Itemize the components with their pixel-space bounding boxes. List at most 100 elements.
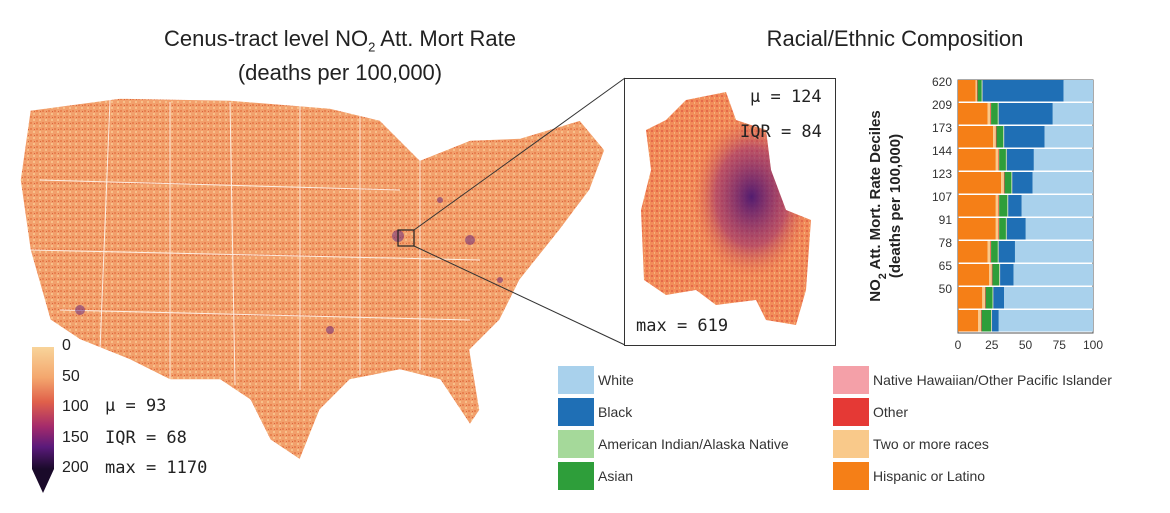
map-stat-mu: μ = 93 bbox=[105, 396, 167, 416]
inset-stat-max: max = 619 bbox=[636, 316, 729, 336]
bar-segment bbox=[958, 103, 988, 125]
bar-segment bbox=[989, 264, 992, 286]
bar-segment bbox=[998, 195, 1000, 217]
bar-segment bbox=[998, 103, 1053, 125]
bar-segment bbox=[1052, 103, 1093, 125]
legend-label: Black bbox=[598, 404, 633, 420]
bar-segment bbox=[1003, 126, 1004, 148]
bar-segment bbox=[991, 103, 998, 125]
bar-segment bbox=[958, 241, 988, 263]
map-subtitle: (deaths per 100,000) bbox=[237, 60, 443, 86]
bar-segment bbox=[992, 310, 999, 332]
map-stat-max: max = 1170 bbox=[105, 458, 208, 478]
bar-segment bbox=[1044, 126, 1093, 148]
bar-segment bbox=[991, 241, 998, 263]
y-tick-label: 209 bbox=[932, 98, 952, 112]
legend-swatch bbox=[833, 366, 869, 394]
bar-segment bbox=[993, 287, 1005, 309]
bar-segment bbox=[999, 195, 1008, 217]
bar-segment bbox=[999, 264, 1000, 286]
bar-segment bbox=[958, 310, 979, 332]
bar-segment bbox=[981, 310, 992, 332]
map-stat-iqr: IQR = 68 bbox=[105, 428, 187, 448]
y-axis-label: NO2 Att. Mort. Rate Deciles bbox=[867, 110, 889, 301]
y-tick-label: 78 bbox=[939, 236, 953, 250]
legend-label: Hispanic or Latino bbox=[873, 468, 986, 484]
bar-segment bbox=[985, 287, 993, 309]
bar-segment bbox=[995, 218, 999, 240]
bar-segment bbox=[995, 195, 999, 217]
x-tick-label: 100 bbox=[1083, 338, 1103, 352]
bar-segment bbox=[1013, 264, 1093, 286]
legend-label: Other bbox=[873, 404, 909, 420]
bar-segment bbox=[982, 80, 1064, 102]
bar-segment bbox=[985, 287, 986, 309]
inset-map bbox=[641, 92, 811, 325]
bar-segment bbox=[1005, 218, 1007, 240]
bar-segment bbox=[1000, 264, 1014, 286]
bar-segment bbox=[958, 126, 994, 148]
y-tick-label: 65 bbox=[939, 259, 953, 273]
legend-item: Native Hawaiian/Other Pacific Islander bbox=[833, 366, 1112, 394]
colorbar-extend-arrow bbox=[32, 469, 54, 493]
inset-stat-iqr: IQR = 84 bbox=[740, 122, 822, 142]
y-tick-label: 107 bbox=[932, 190, 952, 204]
bar-segment bbox=[987, 241, 991, 263]
colorbar bbox=[32, 347, 54, 469]
bar-segment bbox=[958, 287, 983, 309]
bar-segment bbox=[978, 310, 981, 332]
colorbar-tick-label: 100 bbox=[62, 398, 89, 415]
bar-segment bbox=[995, 149, 999, 171]
bar-segment bbox=[1004, 126, 1045, 148]
bar-segment bbox=[992, 264, 1000, 286]
composition-bar-chart: 620 209 173 144 123 107 91 78 65 50 0 25 50 75 100 NO… bbox=[867, 75, 1103, 352]
legend-label: White bbox=[598, 372, 634, 388]
inset-stat-mu: μ = 124 bbox=[750, 87, 822, 107]
legend-item: Two or more races bbox=[833, 430, 989, 458]
legend-swatch bbox=[558, 398, 594, 426]
x-tick-label: 50 bbox=[1019, 338, 1033, 352]
bar-segment bbox=[981, 80, 983, 102]
x-tick-label: 25 bbox=[985, 338, 999, 352]
bar-segment bbox=[996, 126, 1004, 148]
bar-segment bbox=[990, 241, 992, 263]
legend-label: Two or more races bbox=[873, 436, 989, 452]
us-map bbox=[19, 97, 606, 462]
legend-item: Black bbox=[558, 398, 632, 426]
bar-segment bbox=[980, 310, 982, 332]
bar-segment bbox=[1032, 172, 1093, 194]
y-tick-label: 91 bbox=[939, 213, 953, 227]
bar-segment bbox=[1006, 218, 1026, 240]
bar-segment bbox=[998, 149, 1000, 171]
y-tick-label: 173 bbox=[932, 121, 952, 135]
bar-segment bbox=[998, 241, 1015, 263]
bar-segment bbox=[999, 149, 1006, 171]
bar-segment bbox=[958, 195, 996, 217]
legend-item: Other bbox=[833, 398, 908, 426]
y-tick-label: 50 bbox=[939, 282, 953, 296]
legend-swatch bbox=[833, 398, 869, 426]
legend-item: White bbox=[558, 366, 634, 394]
legend-item: Asian bbox=[558, 462, 633, 490]
zoom-lines bbox=[413, 77, 626, 346]
bar-segment bbox=[993, 126, 996, 148]
legend-swatch bbox=[558, 462, 594, 490]
bar-segment bbox=[990, 103, 992, 125]
legend-swatch bbox=[833, 462, 869, 490]
bar-segment bbox=[958, 172, 1002, 194]
bar-segment bbox=[1033, 149, 1093, 171]
bar-segment bbox=[1004, 287, 1093, 309]
bar-segment bbox=[991, 264, 993, 286]
bar-segment bbox=[1008, 195, 1022, 217]
y-axis-label-line2: (deaths per 100,000) bbox=[887, 134, 904, 278]
colorbar-tick-label: 150 bbox=[62, 428, 89, 446]
legend-item: American Indian/Alaska Native bbox=[558, 430, 789, 458]
composition-title: Racial/Ethnic Composition bbox=[766, 26, 1024, 51]
bar-segment bbox=[1012, 172, 1033, 194]
map-title: Cenus-tract level NO2 Att. Mort Rate (de… bbox=[110, 26, 570, 86]
bar-segment bbox=[1006, 149, 1034, 171]
x-tick-label: 75 bbox=[1053, 338, 1067, 352]
bar-segment bbox=[1021, 195, 1093, 217]
bar-segment bbox=[992, 287, 994, 309]
bar-segment bbox=[1011, 172, 1012, 194]
